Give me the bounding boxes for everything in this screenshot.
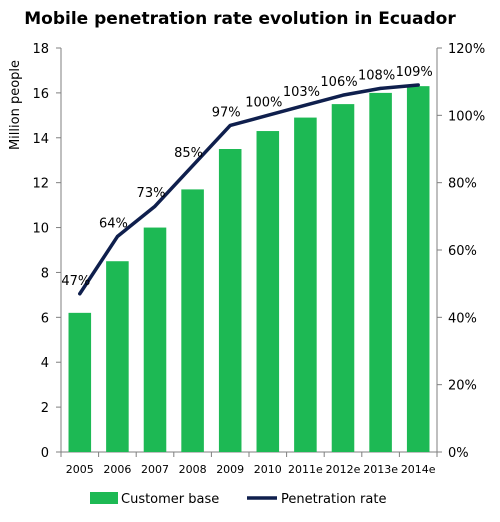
- data-label-penetration-rate: 109%: [396, 65, 433, 80]
- y-tick-label-left: 4: [41, 356, 49, 371]
- data-label-penetration-rate: 100%: [245, 95, 282, 110]
- bar-customer-base: [369, 92, 392, 452]
- legend-label-penetration-rate: Penetration rate: [281, 492, 386, 507]
- x-tick-label: 2012e: [326, 463, 361, 476]
- y-tick-label-left: 8: [41, 266, 49, 281]
- y-tick-label-left: 6: [41, 311, 49, 326]
- y-tick-label-right: 60%: [448, 244, 477, 259]
- data-label-penetration-rate: 97%: [212, 105, 241, 120]
- x-tick-label: 2010: [254, 463, 282, 476]
- legend-label-customer-base: Customer base: [121, 492, 219, 507]
- y-tick-label-left: 18: [32, 42, 49, 57]
- data-label-penetration-rate: 64%: [99, 217, 128, 232]
- bar-customer-base: [218, 149, 242, 452]
- y-tick-label-right: 80%: [448, 177, 477, 192]
- x-tick-label: 2014e: [401, 463, 436, 476]
- x-tick-label: 2007: [141, 463, 169, 476]
- bar-customer-base: [331, 104, 355, 452]
- data-label-penetration-rate: 85%: [174, 146, 203, 161]
- legend-swatch-customer-base: [90, 492, 118, 504]
- y-axis-label: Million people: [8, 60, 23, 150]
- x-tick-label: 2011e: [288, 463, 323, 476]
- y-tick-label-left: 14: [32, 132, 49, 147]
- x-tick-label: 2008: [179, 463, 207, 476]
- y-tick-label-right: 40%: [448, 311, 477, 326]
- bar-customer-base: [406, 86, 430, 453]
- bar-customer-base: [181, 189, 204, 452]
- data-label-penetration-rate: 106%: [320, 75, 357, 90]
- bar-customer-base: [256, 131, 280, 453]
- data-label-penetration-rate: 73%: [137, 186, 166, 201]
- bar-customer-base: [68, 312, 92, 452]
- x-tick-label: 2013e: [363, 463, 398, 476]
- data-label-penetration-rate: 47%: [61, 274, 90, 289]
- x-tick-label: 2009: [216, 463, 244, 476]
- y-tick-label-right: 0%: [448, 446, 469, 461]
- data-label-penetration-rate: 108%: [358, 68, 395, 83]
- y-tick-label-right: 100%: [448, 109, 485, 124]
- bar-customer-base: [294, 117, 317, 453]
- x-tick-label: 2005: [66, 463, 94, 476]
- x-tick-label: 2006: [103, 463, 131, 476]
- data-label-penetration-rate: 103%: [283, 85, 320, 100]
- y-tick-label-left: 10: [32, 222, 49, 237]
- y-tick-label-right: 20%: [448, 379, 477, 394]
- chart-title: Mobile penetration rate evolution in Ecu…: [24, 9, 456, 29]
- y-tick-label-left: 16: [32, 87, 49, 102]
- y-tick-label-left: 0: [41, 446, 49, 461]
- y-tick-label-right: 120%: [448, 42, 485, 57]
- legend: Customer base Penetration rate: [90, 492, 386, 507]
- plot-area: 0 2 4 6 8 10 12 14 16 18 0% 20% 40% 60% 80% 100% 120% 200…: [32, 42, 485, 476]
- bar-customer-base: [106, 261, 129, 452]
- y-tick-label-left: 2: [41, 401, 49, 416]
- bar-customer-base: [143, 227, 167, 452]
- y-tick-label-left: 12: [32, 177, 49, 192]
- line-penetration-rate: [78, 83, 420, 296]
